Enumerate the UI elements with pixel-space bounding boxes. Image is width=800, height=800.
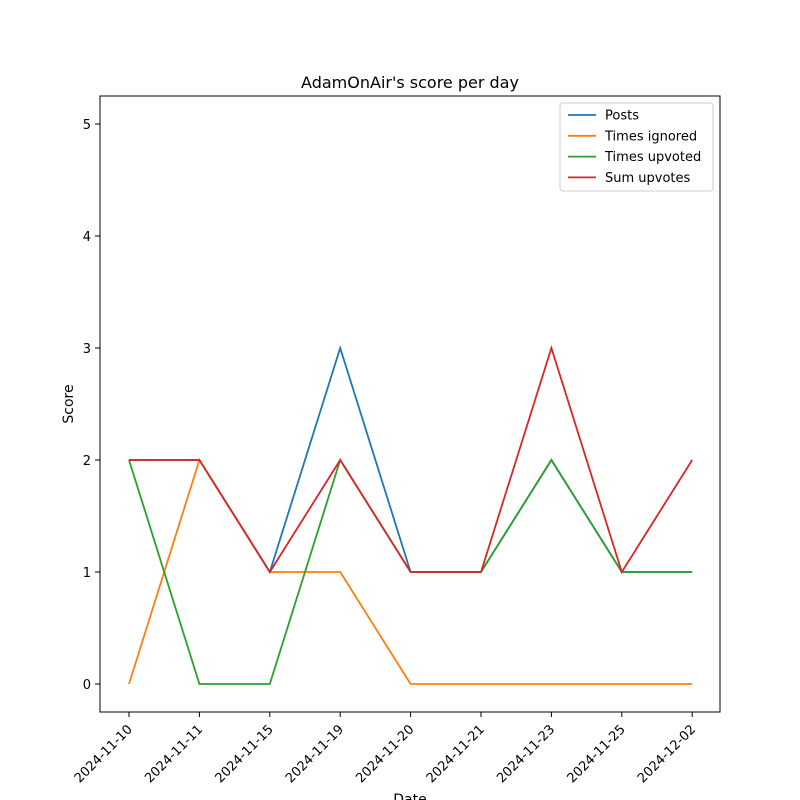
chart-title: AdamOnAir's score per day bbox=[301, 73, 519, 92]
y-tick-label: 2 bbox=[83, 454, 91, 469]
plot-area bbox=[100, 96, 720, 712]
x-axis-label: Date bbox=[393, 792, 426, 800]
legend-label: Sum upvotes bbox=[605, 171, 691, 186]
y-tick-label: 0 bbox=[83, 678, 91, 693]
legend-label: Posts bbox=[605, 109, 639, 124]
legend-box bbox=[559, 102, 714, 192]
y-tick-label: 4 bbox=[83, 230, 91, 245]
legend: Posts Times ignored Times upvoted Sum upvot… bbox=[559, 102, 714, 192]
axes-frame bbox=[99, 95, 721, 713]
legend-label: Times ignored bbox=[604, 129, 697, 144]
y-tick-label: 5 bbox=[83, 118, 91, 133]
y-tick-label: 1 bbox=[83, 566, 91, 581]
series-line-3 bbox=[129, 344, 693, 575]
y-axis-ticks: 0 1 2 3 4 5 bbox=[83, 118, 100, 693]
legend-label: Times upvoted bbox=[604, 150, 701, 165]
y-axis-label: Score bbox=[61, 384, 77, 423]
series-layer bbox=[128, 344, 693, 685]
y-tick-label: 3 bbox=[83, 342, 91, 357]
plot-background bbox=[100, 96, 720, 712]
